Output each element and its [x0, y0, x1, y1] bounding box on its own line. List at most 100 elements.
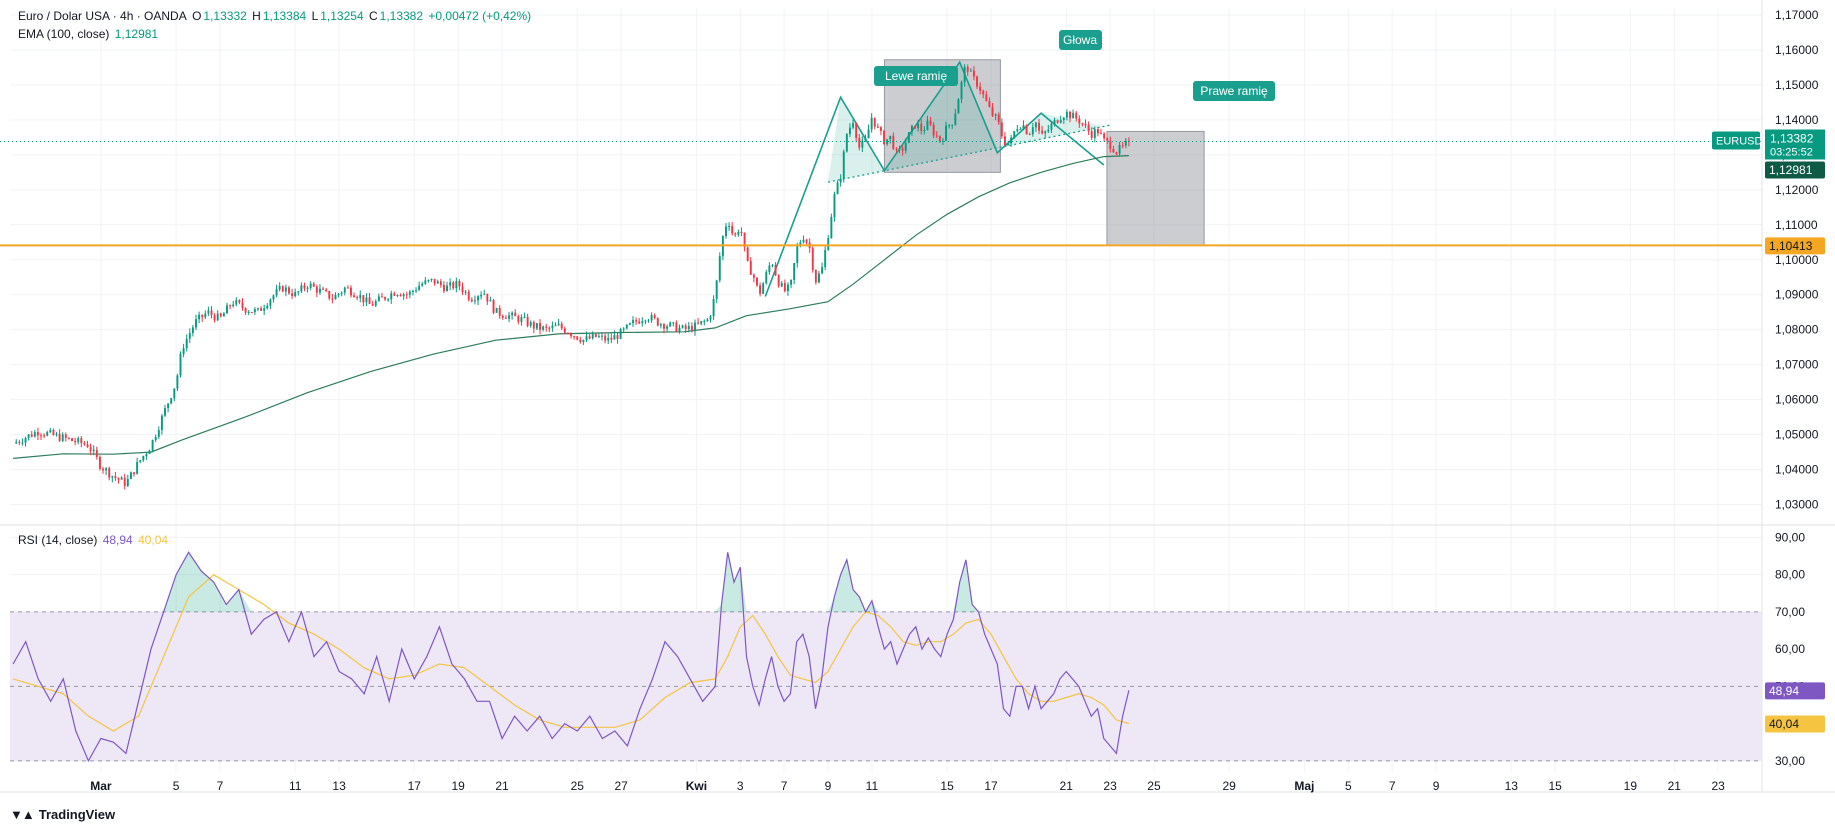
candle-body [656, 318, 659, 326]
rsi-line [12, 551, 1130, 763]
candle-body [963, 66, 966, 82]
candle-219 [694, 319, 696, 336]
candle-158 [504, 315, 507, 319]
candle-body [684, 325, 687, 330]
candle-body [1038, 122, 1040, 131]
candle-body [442, 285, 445, 292]
time-tick-label: 17 [984, 779, 998, 793]
candle-292 [920, 119, 923, 135]
candle-348 [1093, 126, 1096, 143]
candle-95 [309, 281, 312, 291]
candle-140 [449, 278, 452, 291]
candle-body [762, 283, 765, 294]
symbol-legend[interactable]: Euro / Dolar USA · 4h · OANDA O 1,13332 H… [18, 9, 533, 23]
candle-27 [98, 455, 101, 471]
candle-body [430, 278, 433, 280]
tradingview-logo[interactable]: ▼▲ TradingView [10, 807, 115, 822]
candle-body [421, 283, 424, 286]
candle-body [179, 353, 182, 376]
candle-body [21, 442, 24, 444]
candle-body [542, 326, 545, 330]
rsi-overbought-fill [740, 567, 747, 612]
horizontal-level-layer[interactable] [0, 141, 1762, 247]
candle-78 [257, 307, 259, 312]
candle-body [827, 238, 830, 251]
candle-body [71, 438, 73, 441]
candle-body [892, 135, 895, 149]
candle-328 [1031, 123, 1034, 137]
candle-body [588, 336, 591, 339]
time-axis[interactable]: Mar 5 7 11 13 17 19 21 25 27 Kwi 3 7 9 11 15 17 21 23 25 29 M… [90, 779, 1725, 793]
candle-281 [886, 139, 889, 146]
candle-body [991, 106, 994, 116]
candle-119 [384, 296, 387, 301]
candle-142 [455, 277, 458, 293]
candle-300 [945, 121, 947, 141]
candle-body [805, 239, 808, 243]
candle-105 [340, 291, 343, 297]
candle-35 [123, 474, 126, 490]
time-tick-label: 3 [737, 779, 744, 793]
candle-162 [517, 314, 520, 325]
candle-152 [486, 293, 489, 306]
candle-body [222, 313, 225, 317]
candle-body [951, 124, 954, 126]
time-tick-label: 29 [1223, 779, 1237, 793]
candle-body [945, 125, 947, 141]
candle-82 [269, 298, 272, 310]
label-head[interactable]: Głowa [1059, 30, 1102, 50]
candle-89 [291, 288, 294, 300]
candle-body [994, 114, 997, 116]
candle-body [715, 280, 718, 300]
candle-7 [36, 427, 39, 441]
open-value: 1,13332 [203, 9, 247, 23]
label-right-shoulder[interactable]: Prawe ramię [1193, 81, 1275, 101]
candle-347 [1090, 127, 1093, 141]
price-axis[interactable]: 1,170001,160001,150001,140001,130001,120… [1775, 8, 1819, 768]
price-tick-label: 1,06000 [1775, 393, 1819, 407]
candle-body [969, 70, 972, 72]
candle-311 [979, 82, 982, 95]
candle-217 [687, 322, 690, 333]
candle-body [315, 286, 318, 293]
candle-263 [830, 213, 833, 239]
candle-body [46, 432, 49, 436]
candle-327 [1028, 132, 1031, 136]
candle-body [1103, 133, 1106, 139]
candle-body [120, 477, 123, 480]
candle-body [384, 297, 387, 300]
candle-body [408, 291, 411, 295]
candle-body [387, 299, 390, 301]
candle-59 [198, 311, 201, 324]
candle-body [628, 323, 631, 325]
candle-330 [1038, 118, 1040, 135]
candle-body [142, 455, 145, 461]
candle-260 [821, 262, 824, 274]
candle-body [1025, 125, 1028, 135]
label-left-shoulder[interactable]: Lewe ramię [874, 66, 958, 86]
candle-84 [275, 284, 278, 298]
candle-174 [554, 322, 557, 327]
candle-body [532, 321, 535, 329]
candle-324 [1019, 127, 1022, 130]
candle-31 [111, 475, 114, 483]
time-tick-label: 15 [1548, 779, 1562, 793]
candle-body [752, 274, 755, 278]
candle-5 [30, 431, 33, 438]
candle-body [539, 323, 541, 330]
rsi-legend[interactable]: RSI (14, close) 48,94 40,04 [18, 533, 170, 547]
rsi-value: 48,94 [102, 533, 133, 547]
candle-body [67, 437, 70, 439]
candle-242 [765, 269, 768, 285]
candle-13 [55, 431, 58, 437]
candle-12 [52, 428, 55, 436]
candle-body [619, 329, 622, 339]
ema-legend[interactable]: EMA (100, close) 1,12981 [18, 27, 160, 41]
candle-body [36, 432, 39, 436]
candle-11 [49, 427, 52, 434]
candle-72 [238, 299, 241, 305]
candle-112 [362, 295, 365, 307]
candle-239 [756, 277, 758, 287]
candle-102 [331, 293, 334, 304]
